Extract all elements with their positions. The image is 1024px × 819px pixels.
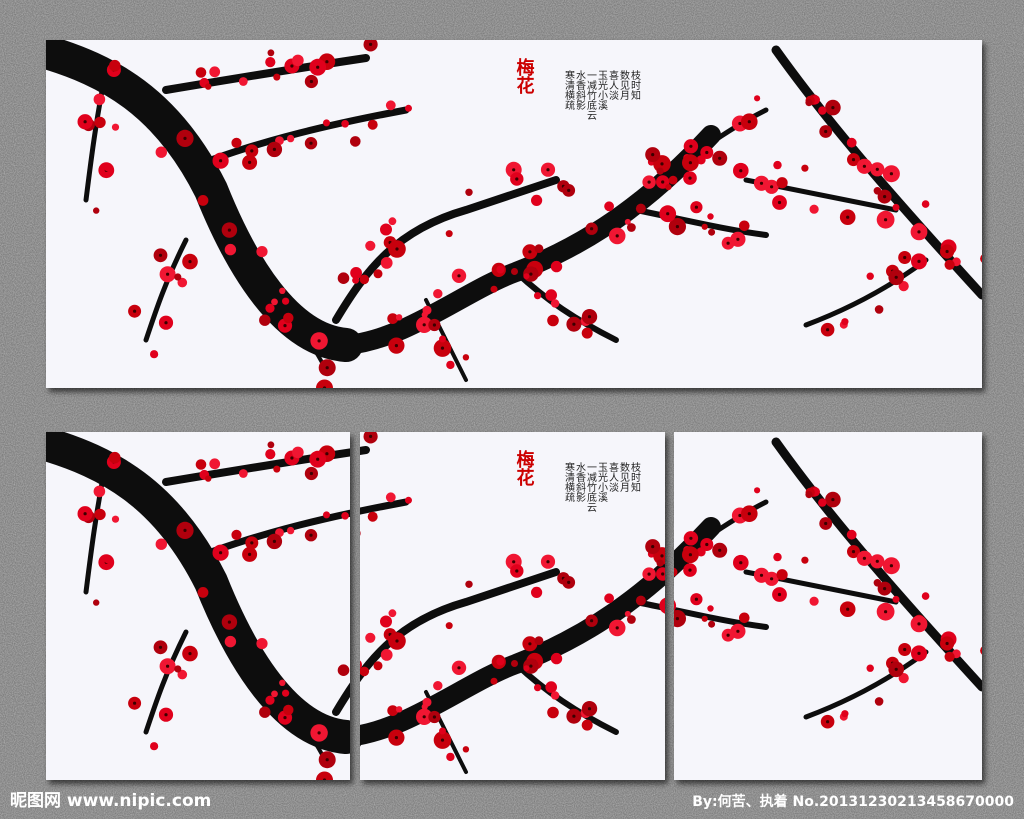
painting-copy <box>46 37 990 396</box>
site-watermark: 昵图网 www.nipic.com <box>10 791 211 811</box>
triptych <box>46 429 990 788</box>
wide-canvas <box>46 37 990 396</box>
credit-watermark: By:何苦、执着 No.20131230213458670000 <box>692 793 1014 810</box>
